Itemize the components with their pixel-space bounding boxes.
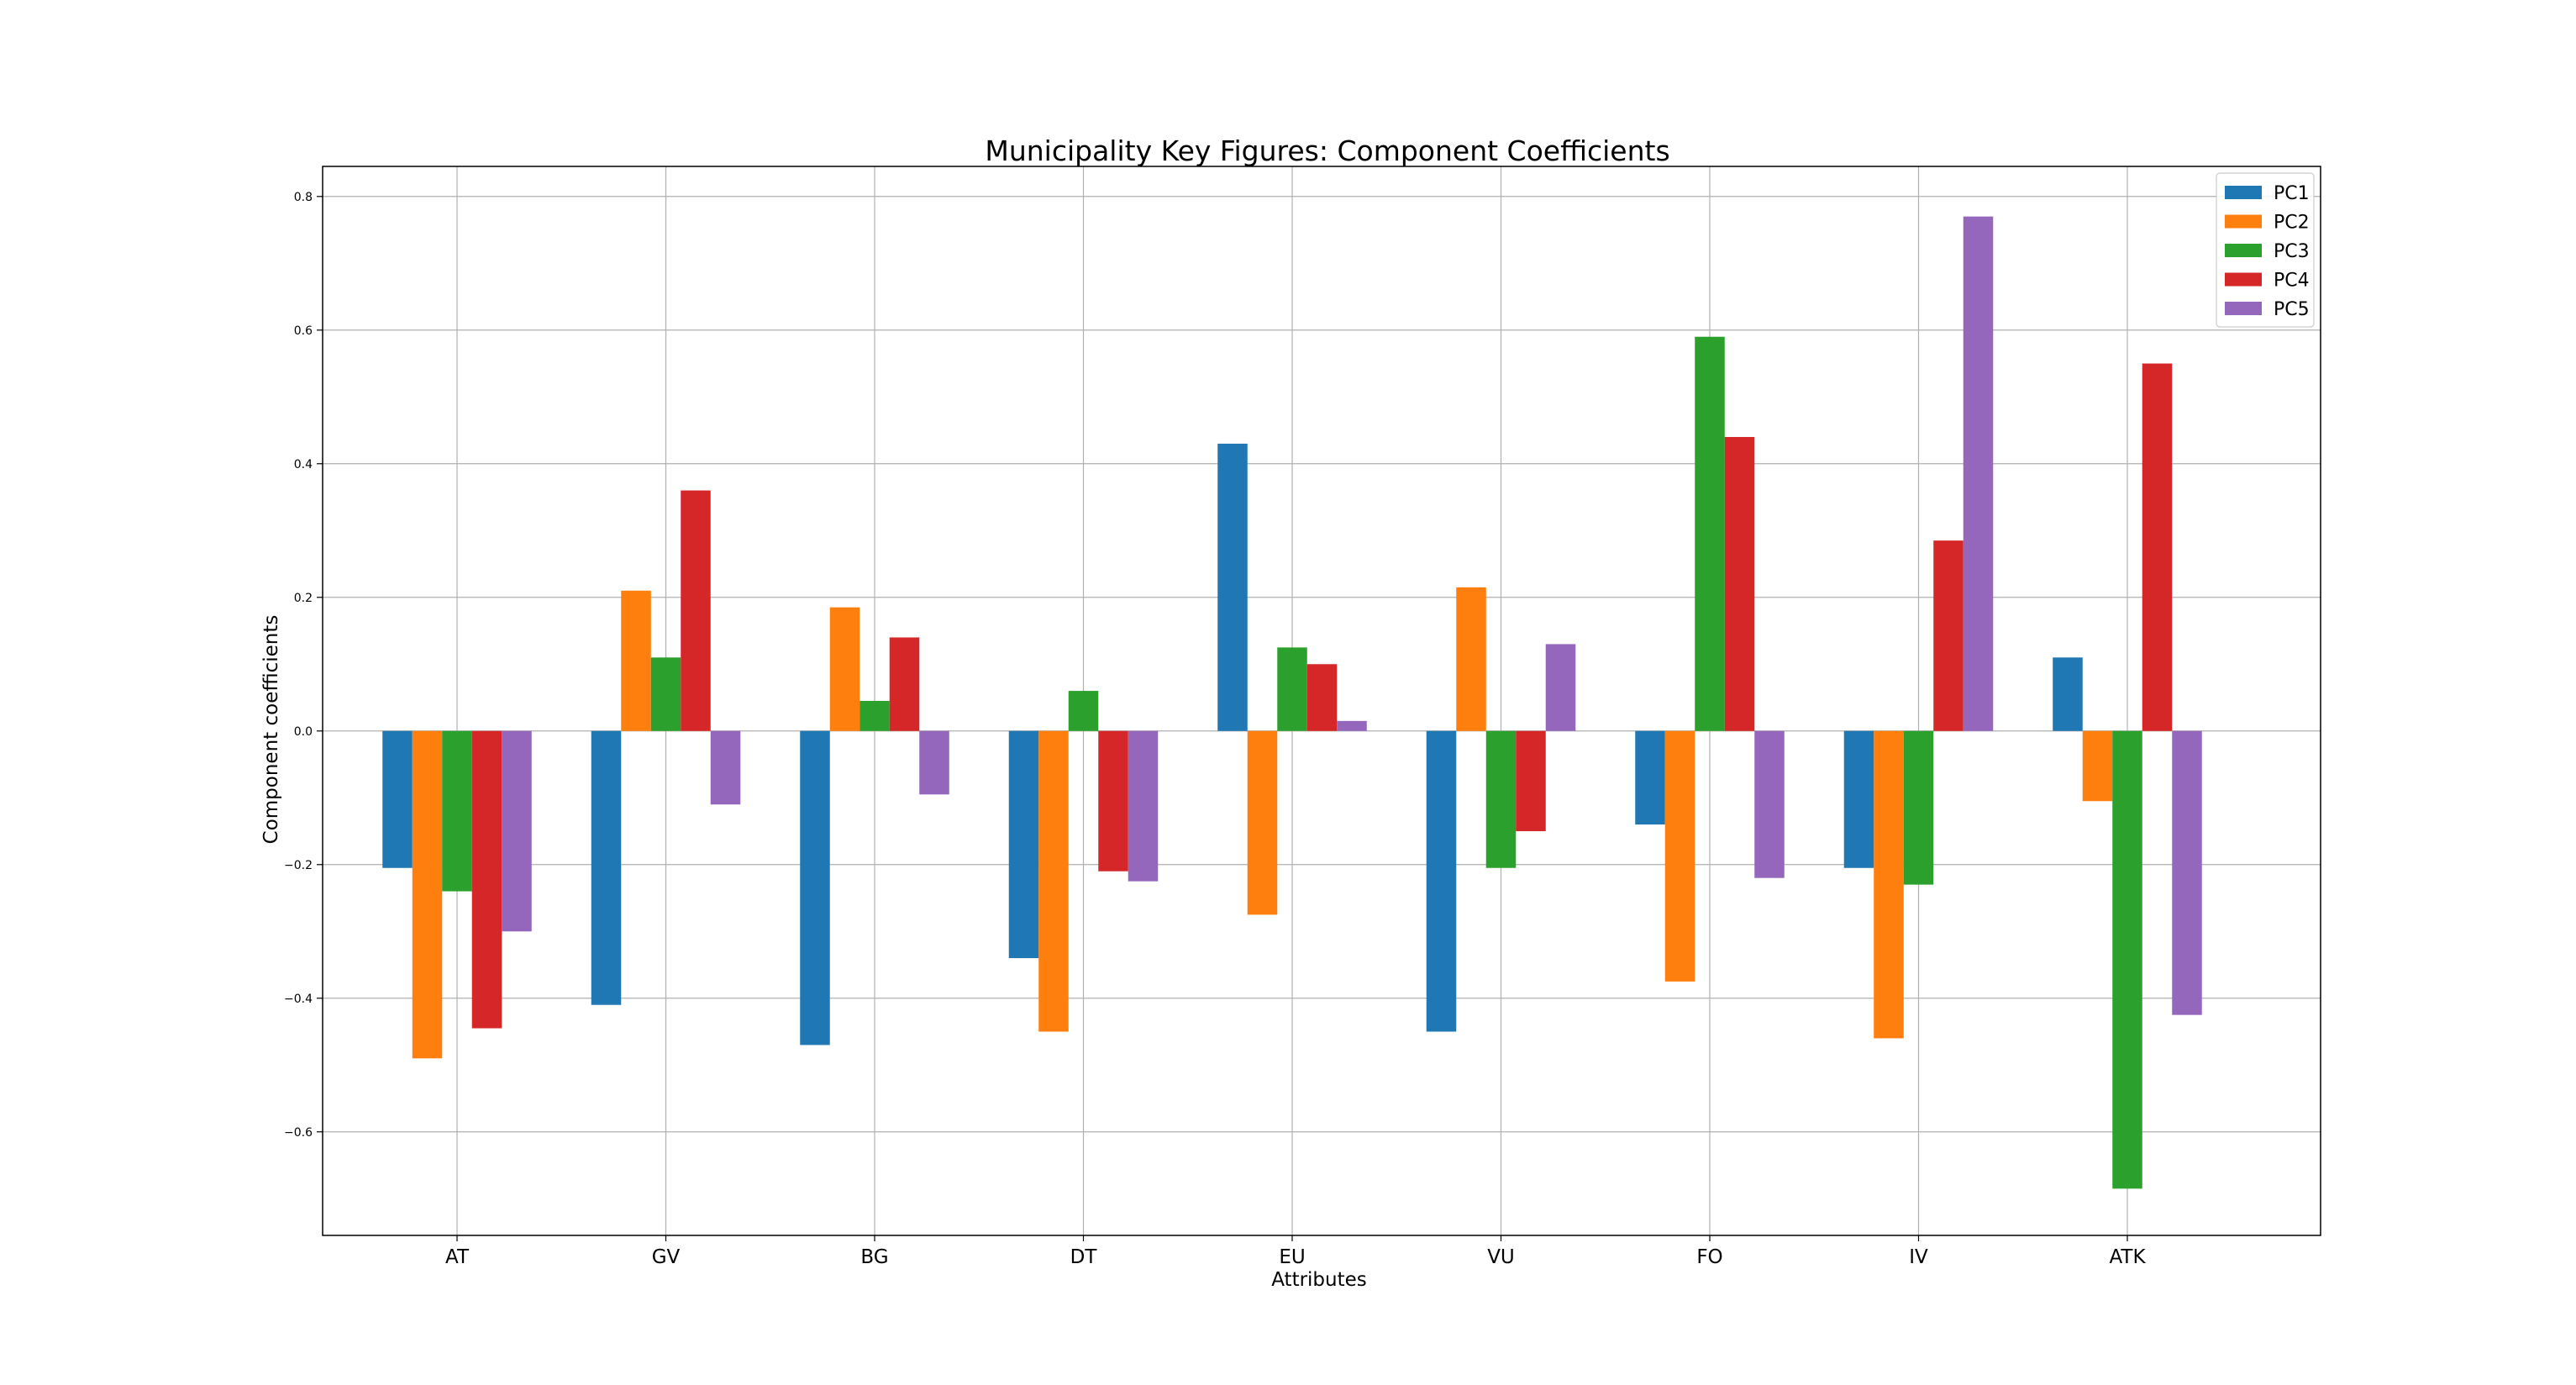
bar-pc4-iv: [1933, 540, 1964, 731]
x-tick-label: ATK: [2109, 1246, 2146, 1268]
x-tick-label: FO: [1696, 1246, 1722, 1268]
bar-pc4-dt: [1098, 730, 1128, 872]
x-tick-label: GV: [652, 1246, 681, 1268]
bar-pc1-dt: [1008, 730, 1039, 959]
legend-swatch-pc3: [2225, 244, 2262, 257]
legend-label-pc5: PC5: [2274, 299, 2310, 320]
legend-label-pc3: PC3: [2274, 241, 2310, 262]
legend-label-pc2: PC2: [2274, 213, 2310, 234]
bar-pc5-fo: [1754, 730, 1785, 878]
y-tick-label: 0.6: [294, 324, 313, 338]
bar-pc1-eu: [1217, 443, 1248, 731]
bar-pc3-bg: [860, 701, 890, 731]
bar-pc4-bg: [889, 637, 920, 731]
x-tick-label: AT: [445, 1246, 470, 1268]
legend: PC1 PC2 PC3 PC4 PC5: [2216, 172, 2315, 328]
x-tick-label: IV: [1909, 1246, 1928, 1268]
bar-pc1-atk: [2053, 657, 2083, 731]
bar-pc4-atk: [2142, 363, 2173, 731]
x-tick-label: VU: [1487, 1246, 1515, 1268]
bar-pc3-eu: [1277, 647, 1307, 731]
y-axis-label: Component coefficients: [260, 615, 282, 845]
legend-box: [2216, 172, 2315, 328]
bar-pc5-atk: [2172, 730, 2202, 1015]
y-tick-label: 0.4: [294, 458, 313, 471]
bar-pc3-atk: [2112, 730, 2142, 1189]
bar-pc1-at: [382, 730, 413, 868]
bar-pc1-fo: [1635, 730, 1665, 825]
bar-pc3-at: [442, 730, 472, 892]
bar-pc1-bg: [800, 730, 830, 1045]
bar-pc5-eu: [1337, 720, 1367, 731]
y-tick-label: −0.2: [284, 859, 313, 872]
bar-pc2-dt: [1038, 730, 1069, 1032]
legend-swatch-pc4: [2225, 272, 2262, 287]
x-tick-label: EU: [1279, 1246, 1305, 1268]
chart-title: Municipality Key Figures: Component Coef…: [985, 134, 1669, 167]
bar-pc1-iv: [1843, 730, 1874, 868]
bar-pc3-dt: [1068, 691, 1099, 731]
bar-pc4-vu: [1516, 730, 1546, 832]
bar-pc5-iv: [1963, 216, 1994, 731]
y-tick-label: −0.6: [284, 1126, 313, 1140]
bar-pc2-atk: [2082, 730, 2113, 802]
bar-pc1-gv: [591, 730, 622, 1005]
bar-pc2-fo: [1664, 730, 1695, 982]
bar-pc2-eu: [1247, 730, 1278, 915]
x-axis-label: Attributes: [1271, 1269, 1367, 1291]
legend-swatch-pc1: [2225, 186, 2262, 199]
y-tick-label: 0.8: [294, 191, 313, 204]
bar-pc4-fo: [1724, 436, 1755, 731]
bar-pc2-vu: [1456, 587, 1486, 731]
y-tick-label: 0.2: [294, 592, 313, 605]
bar-pc4-eu: [1306, 664, 1338, 731]
legend-label-pc4: PC4: [2274, 271, 2310, 292]
legend-label-pc1: PC1: [2274, 183, 2310, 204]
bar-pc3-iv: [1903, 730, 1934, 885]
y-tick-label: 0.0: [294, 725, 313, 739]
bar-pc5-gv: [710, 730, 741, 805]
bars: [382, 216, 2202, 1189]
bar-pc3-vu: [1485, 730, 1517, 868]
bar-pc5-dt: [1128, 730, 1159, 882]
bar-pc1-vu: [1426, 730, 1457, 1032]
bar-pc2-gv: [621, 590, 651, 731]
legend-swatch-pc5: [2225, 302, 2262, 315]
legend-swatch-pc2: [2225, 214, 2262, 229]
bar-pc3-gv: [650, 657, 681, 731]
bar-pc5-vu: [1545, 644, 1576, 731]
bar-pc2-at: [412, 730, 443, 1059]
bar-pc4-gv: [681, 490, 711, 731]
x-tick-label: DT: [1070, 1246, 1098, 1268]
ticks: −0.6 −0.4 −0.2 0.0 0.2 0.4 0.6 0.8 AT GV BG DT EU VU F…: [284, 191, 2146, 1268]
bar-pc4-at: [471, 730, 502, 1029]
bar-pc3-fo: [1695, 336, 1725, 731]
bar-pc5-bg: [919, 730, 949, 795]
bar-pc2-iv: [1874, 730, 1904, 1039]
plot-frame: [322, 166, 2321, 1236]
x-tick-label: BG: [860, 1246, 888, 1268]
y-tick-label: −0.4: [284, 993, 313, 1006]
bar-pc2-bg: [829, 607, 860, 731]
bar-pc5-at: [502, 730, 532, 932]
